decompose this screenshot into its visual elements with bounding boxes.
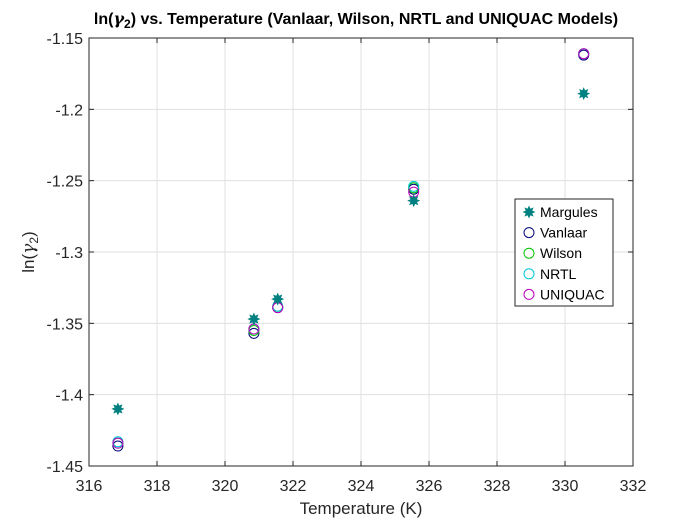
axis-ticks bbox=[88, 37, 634, 467]
x-tick-label: 332 bbox=[620, 478, 647, 495]
legend-label: Wilson bbox=[540, 245, 582, 261]
legend-label: NRTL bbox=[540, 266, 577, 282]
legend-label: Margules bbox=[540, 204, 598, 220]
legend-box bbox=[514, 198, 614, 307]
x-tick-label: 328 bbox=[484, 478, 511, 495]
legend-item: Wilson bbox=[523, 245, 582, 261]
legend-item: Vanlaar bbox=[523, 225, 588, 241]
data-point bbox=[248, 327, 260, 339]
x-tick-label: 324 bbox=[348, 478, 375, 495]
x-tick-label: 320 bbox=[212, 478, 239, 495]
y-tick-label: -1.4 bbox=[55, 388, 83, 405]
y-tick-label: -1.35 bbox=[47, 316, 84, 333]
legend-marker bbox=[522, 205, 536, 219]
y-tick-label: -1.15 bbox=[47, 31, 84, 48]
data-point bbox=[111, 402, 125, 416]
x-tick-label: 330 bbox=[552, 478, 579, 495]
x-tick-label: 318 bbox=[144, 478, 171, 495]
x-tick-label: 326 bbox=[416, 478, 443, 495]
data-point bbox=[112, 437, 124, 449]
legend-item: Margules bbox=[522, 204, 598, 220]
legend-item: NRTL bbox=[523, 266, 577, 282]
data-point bbox=[408, 180, 420, 192]
y-tick-labels: -1.15 -1.2 -1.25 -1.3 -1.35 -1.4 -1.45 bbox=[47, 31, 84, 476]
legend: Margules Vanlaar Wilson NRTL UNIQUAC bbox=[514, 198, 614, 307]
chart-title: ln(γ2) vs. Temperature (Vanlaar, Wilson,… bbox=[94, 9, 618, 31]
series-margules bbox=[111, 87, 591, 416]
x-tick-label: 322 bbox=[280, 478, 307, 495]
y-tick-label: -1.2 bbox=[55, 102, 83, 119]
y-tick-label: -1.25 bbox=[47, 174, 84, 191]
legend-item: UNIQUAC bbox=[523, 286, 605, 302]
legend-marker bbox=[523, 227, 535, 239]
data-point bbox=[271, 292, 285, 306]
data-point bbox=[247, 312, 261, 326]
y-tick-label: -1.3 bbox=[55, 245, 83, 262]
x-tick-label: 316 bbox=[76, 478, 103, 495]
legend-label: Vanlaar bbox=[540, 225, 588, 241]
data-point bbox=[112, 440, 124, 452]
legend-label: UNIQUAC bbox=[540, 286, 605, 302]
legend-marker bbox=[523, 247, 535, 259]
x-tick-labels: 316 318 320 322 324 326 328 330 332 bbox=[76, 478, 647, 495]
data-point bbox=[578, 48, 590, 60]
data-points bbox=[111, 48, 591, 452]
legend-marker bbox=[523, 288, 535, 300]
y-axis-label: ln(γ2) bbox=[19, 231, 41, 272]
legend-marker bbox=[523, 268, 535, 280]
data-point bbox=[577, 87, 591, 101]
x-axis-label: Temperature (K) bbox=[300, 499, 423, 518]
y-tick-label: -1.45 bbox=[47, 459, 84, 476]
data-point bbox=[407, 194, 421, 208]
